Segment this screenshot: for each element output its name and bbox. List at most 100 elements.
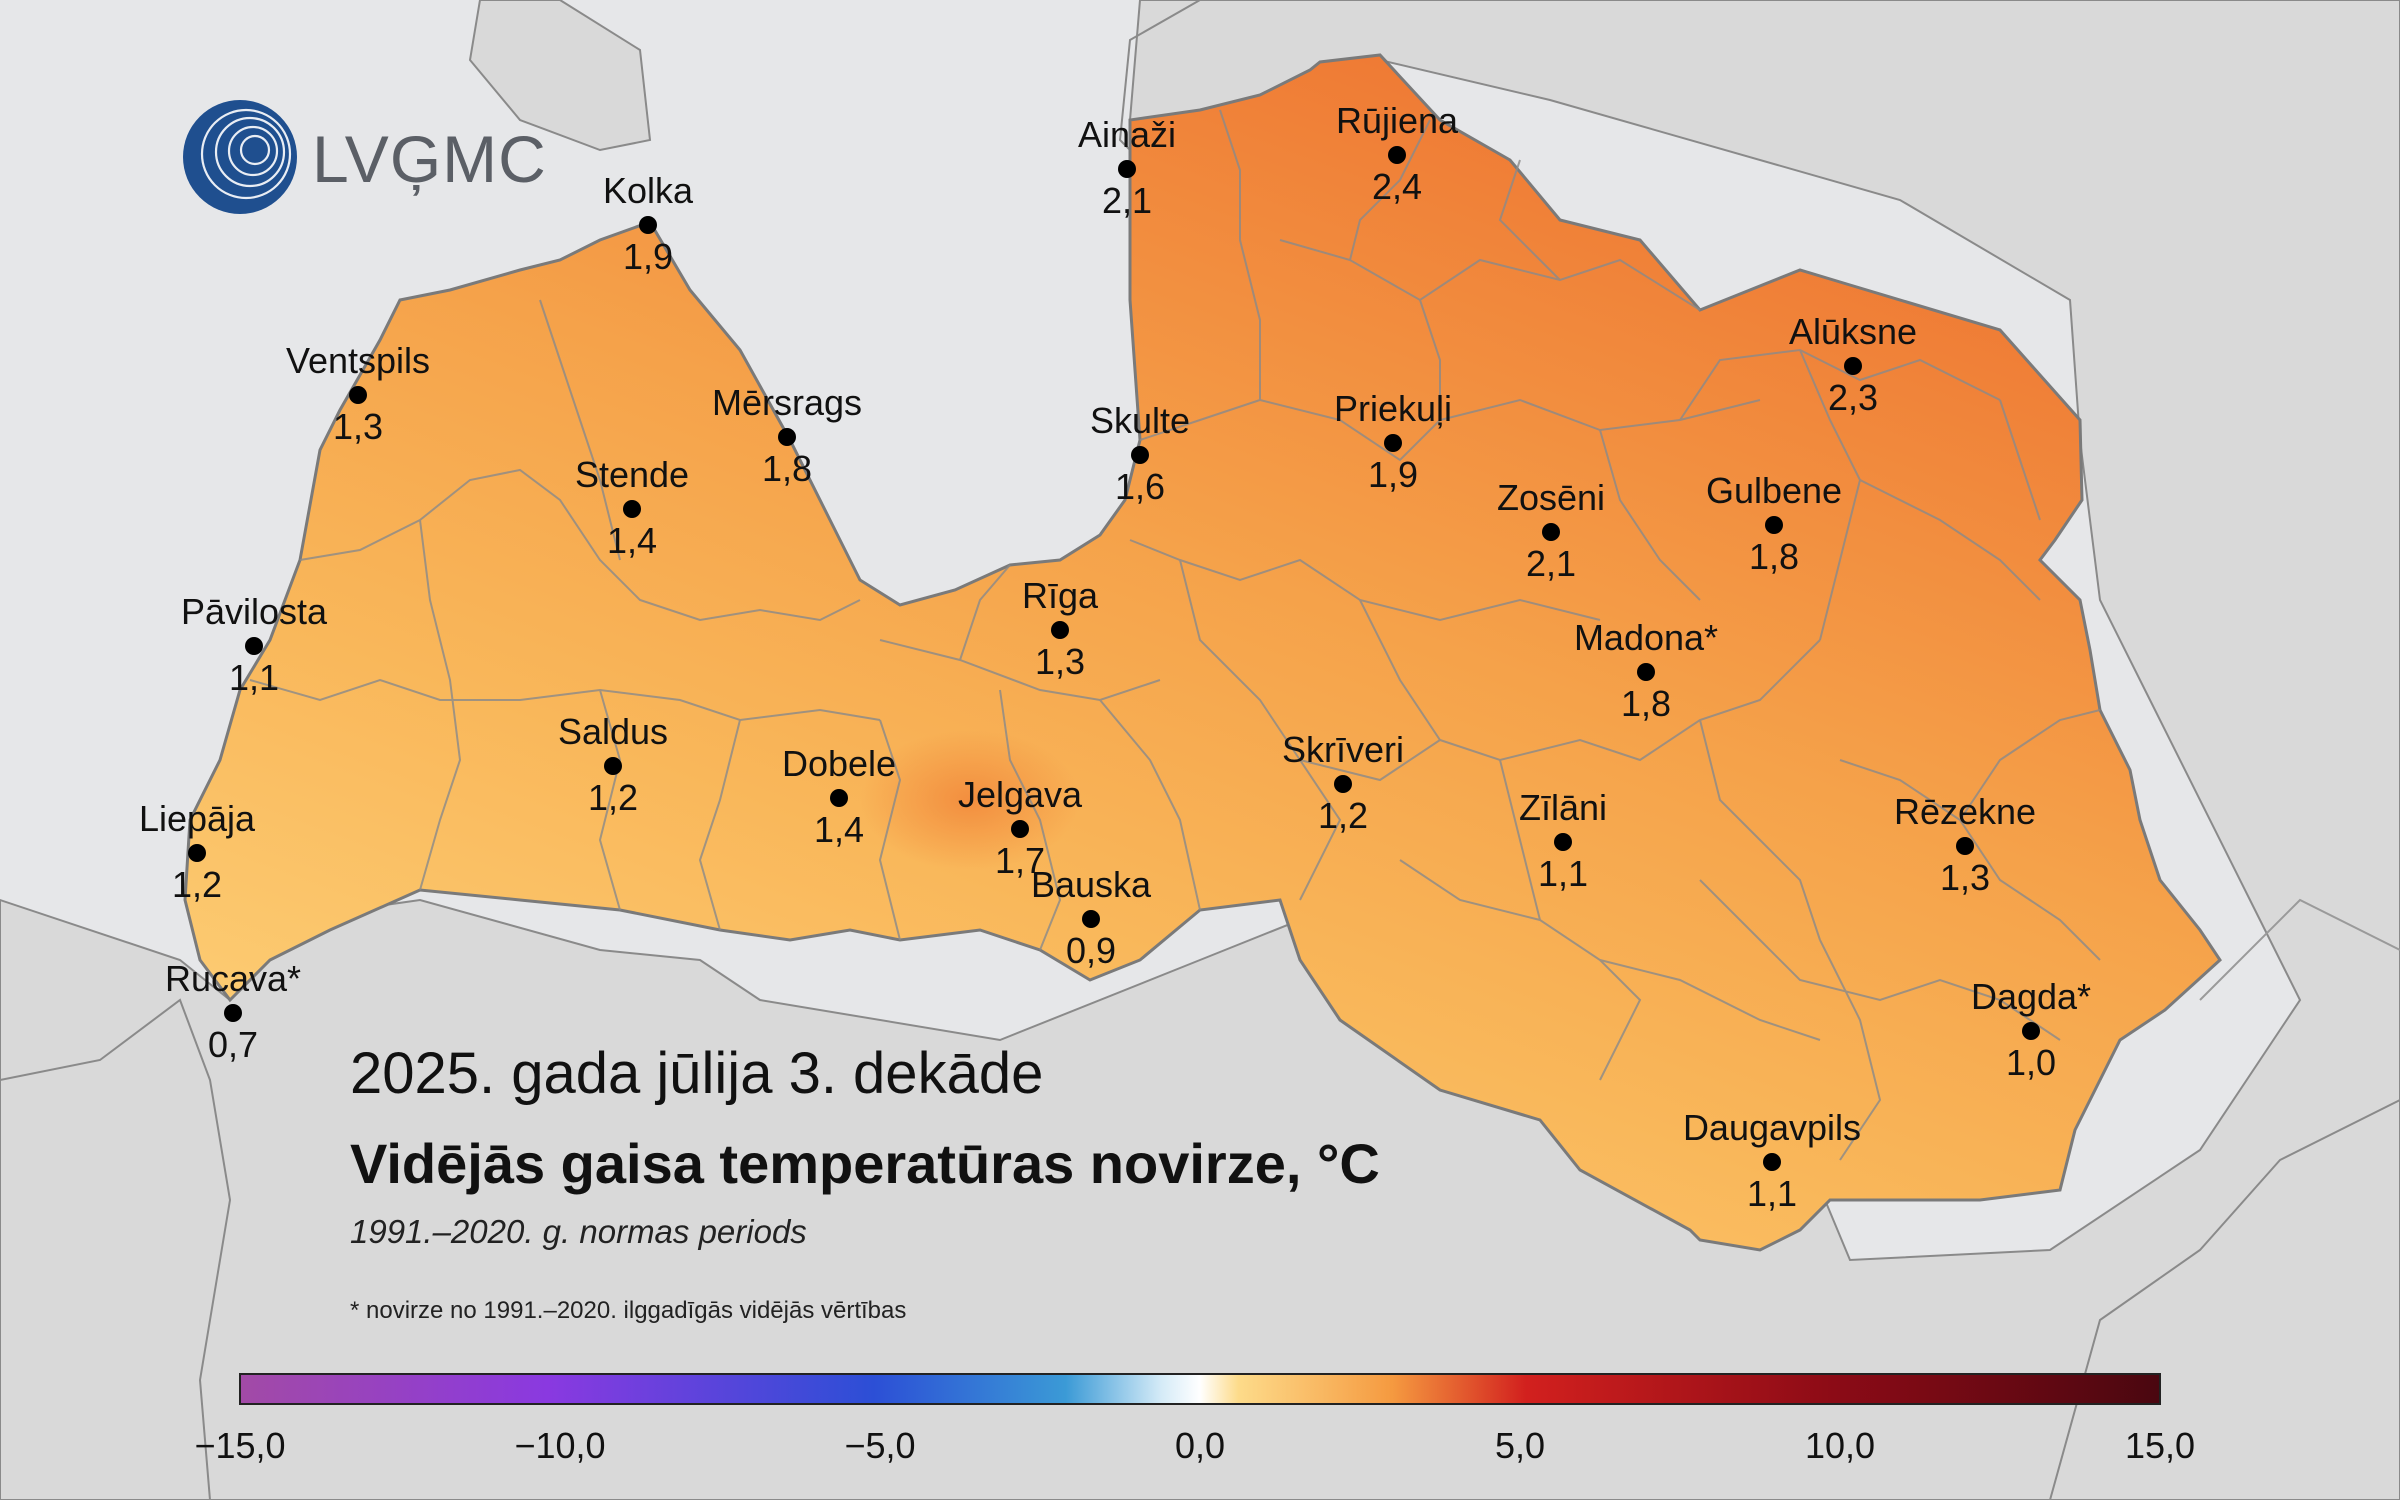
station-value: 1,8 [1621,683,1671,724]
station-marker: Liepāja 1,2 [139,798,256,905]
station-marker: Dobele 1,4 [782,743,896,850]
station-dot-icon [188,844,206,862]
station-dot-icon [1082,910,1100,928]
station-marker: Zosēni 2,1 [1497,477,1605,584]
station-dot-icon [1131,446,1149,464]
station-dot-icon [224,1004,242,1022]
station-name: Daugavpils [1683,1107,1861,1148]
latvia-territory [183,53,2222,1252]
station-value: 0,9 [1066,930,1116,971]
logo-text: LVĢMC [312,122,547,196]
station-value: 1,0 [2006,1042,2056,1083]
station-value: 1,4 [814,809,864,850]
station-marker: Saldus 1,2 [558,711,668,818]
station-dot-icon [1765,516,1783,534]
station-name: Bauska [1031,864,1152,905]
station-value: 1,8 [1749,536,1799,577]
station-marker: Stende 1,4 [575,454,689,561]
station-name: Gulbene [1706,470,1842,511]
station-name: Rīga [1022,575,1099,616]
station-value: 1,8 [762,448,812,489]
station-dot-icon [2022,1022,2040,1040]
period-title: 2025. gada jūlija 3. dekāde [350,1041,1043,1106]
station-marker: Zīlāni 1,1 [1519,787,1607,894]
station-dot-icon [1763,1153,1781,1171]
station-value: 2,3 [1828,377,1878,418]
station-name: Saldus [558,711,668,752]
station-name: Ventspils [286,340,430,381]
station-value: 2,1 [1526,543,1576,584]
stations-layer: Ainaži 2,1 Rūjiena 2,4 Kolka 1,9 Ventspils 1,3 M… [139,100,2091,1214]
station-marker: Ventspils 1,3 [286,340,430,447]
station-dot-icon [1542,523,1560,541]
station-marker: Madona* 1,8 [1574,617,1718,724]
station-name: Pāvilosta [181,591,328,632]
station-value: 1,7 [995,840,1045,881]
station-name: Skulte [1090,400,1190,441]
station-marker: Rūjiena 2,4 [1336,100,1459,207]
station-name: Dagda* [1971,976,2091,1017]
station-name: Mērsrags [712,382,862,423]
station-value: 1,2 [588,777,638,818]
station-value: 2,4 [1372,166,1422,207]
station-dot-icon [604,757,622,775]
station-dot-icon [1118,160,1136,178]
station-dot-icon [1956,837,1974,855]
station-value: 2,1 [1102,180,1152,221]
station-value: 1,3 [1035,641,1085,682]
station-marker: Mērsrags 1,8 [712,382,862,489]
logo-globe-icon [183,100,297,214]
title-block: 2025. gada jūlija 3. dekāde Vidējās gais… [350,1041,1380,1324]
station-dot-icon [1011,820,1029,838]
station-name: Priekuļi [1334,388,1452,429]
station-dot-icon [639,216,657,234]
lvgmc-logo: LVĢMC [183,100,547,214]
legend-tick-label: 15,0 [2125,1425,2195,1466]
station-marker: Rucava* 0,7 [165,958,301,1065]
station-dot-icon [778,428,796,446]
station-value: 1,2 [1318,795,1368,836]
station-value: 1,2 [172,864,222,905]
station-marker: Rīga 1,3 [1022,575,1099,682]
station-name: Jelgava [958,774,1083,815]
station-name: Zosēni [1497,477,1605,518]
legend-tick-label: 5,0 [1495,1425,1545,1466]
station-marker: Alūksne 2,3 [1789,311,1917,418]
station-value: 1,3 [333,406,383,447]
station-name: Skrīveri [1282,729,1404,770]
station-marker: Bauska 0,9 [1031,864,1152,971]
station-name: Ainaži [1078,114,1176,155]
legend-tick-label: −5,0 [844,1425,915,1466]
station-name: Rucava* [165,958,301,999]
station-value: 1,1 [1538,853,1588,894]
station-value: 1,1 [229,657,279,698]
station-dot-icon [1637,663,1655,681]
station-marker: Daugavpils 1,1 [1683,1107,1861,1214]
station-value: 1,1 [1747,1173,1797,1214]
station-name: Dobele [782,743,896,784]
station-marker: Skrīveri 1,2 [1282,729,1404,836]
footnote: * novirze no 1991.–2020. ilggadīgās vidē… [350,1297,906,1324]
station-marker: Kolka 1,9 [603,170,694,277]
station-marker: Pāvilosta 1,1 [181,591,328,698]
district-borders [249,109,2101,1161]
station-dot-icon [245,637,263,655]
station-marker: Gulbene 1,8 [1706,470,1842,577]
station-value: 1,6 [1115,466,1165,507]
station-dot-icon [1844,357,1862,375]
station-dot-icon [1554,833,1572,851]
station-name: Zīlāni [1519,787,1607,828]
station-value: 1,9 [1368,454,1418,495]
station-name: Liepāja [139,798,256,839]
station-dot-icon [349,386,367,404]
station-dot-icon [623,500,641,518]
station-value: 1,4 [607,520,657,561]
station-name: Madona* [1574,617,1718,658]
station-name: Rūjiena [1336,100,1459,141]
station-name: Kolka [603,170,694,211]
color-legend: −15,0 −10,0 −5,0 0,0 5,0 10,0 15,0 [194,1373,2195,1466]
station-name: Rēzekne [1894,791,2036,832]
station-dot-icon [1388,146,1406,164]
station-dot-icon [1334,775,1352,793]
